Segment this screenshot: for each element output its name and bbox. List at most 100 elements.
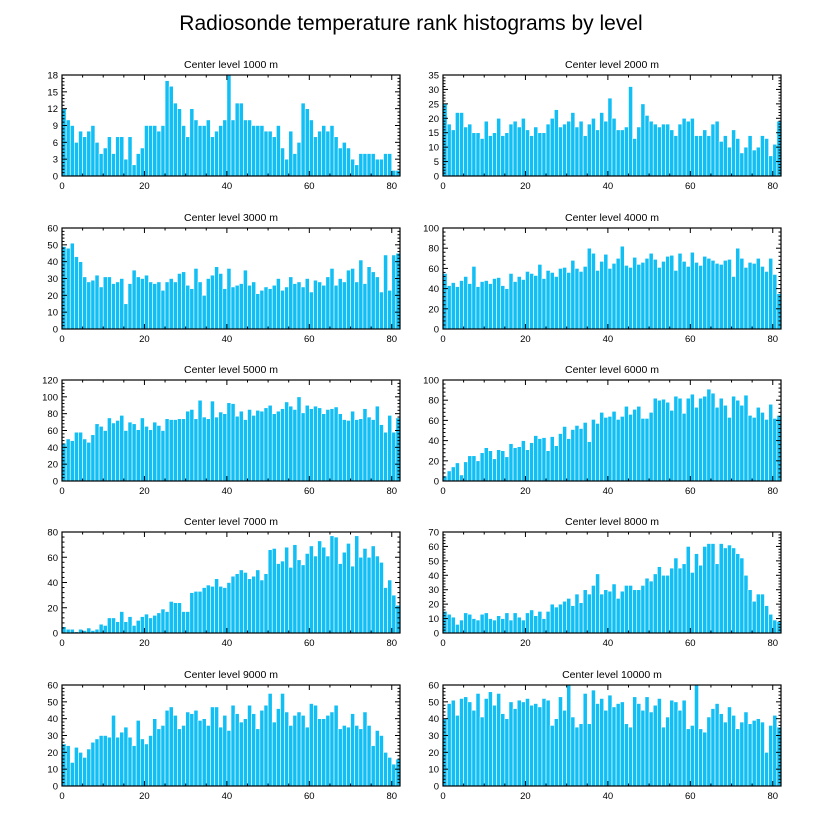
y-tick-label: 60	[428, 416, 439, 427]
histogram-bar	[743, 146, 749, 177]
x-tick-label: 20	[139, 486, 150, 497]
histogram-bar	[218, 585, 224, 634]
histogram-bar	[636, 126, 642, 177]
panel-3: Center level 3000 m 0 20 40 60 80 0 10 20 30 40 50 6…	[47, 212, 401, 345]
y-tick-label: 35	[428, 71, 439, 82]
histogram-bar	[582, 135, 588, 177]
histogram-bar	[152, 615, 158, 634]
histogram-bar	[755, 257, 761, 330]
histogram-bar	[156, 130, 162, 177]
histogram-bar	[591, 252, 596, 330]
histogram-bar	[595, 703, 600, 787]
histogram-bar	[673, 135, 679, 177]
histogram-bar	[193, 268, 199, 330]
y-tick-label: 50	[47, 240, 58, 251]
histogram-bar	[168, 601, 174, 634]
histogram-bar	[628, 585, 633, 634]
histogram-bar	[549, 117, 555, 177]
histogram-bar	[586, 123, 592, 177]
y-tick-label: 18	[47, 71, 58, 82]
histogram-bar	[450, 282, 456, 330]
histogram-bar	[135, 720, 141, 787]
histogram-bar	[259, 289, 265, 330]
histogram-bar	[296, 396, 302, 482]
histogram-bar	[321, 284, 327, 330]
y-tick-label: 100	[423, 224, 439, 235]
histogram-bar	[222, 587, 228, 634]
histogram-bar	[337, 563, 343, 634]
histogram-bar	[90, 279, 96, 330]
histogram-bar	[193, 418, 199, 482]
y-tick-label: 80	[47, 409, 58, 420]
histogram-bar	[698, 135, 703, 177]
histogram-bar	[205, 278, 211, 330]
histogram-bar	[764, 752, 769, 787]
panel-8: Center level 8000 m 0 20 40 60 80 0 10 20 30 40 50 6…	[428, 516, 782, 649]
histogram-bar	[181, 418, 186, 482]
histogram-bar	[102, 276, 108, 330]
histogram-bar	[657, 126, 662, 177]
histogram-bar	[346, 420, 351, 482]
histogram-bar	[603, 589, 609, 634]
panel-title: Center level 9000 m	[184, 669, 278, 681]
panels: Center level 1000 m0 20 40 60 800369121518Ce…	[42, 59, 782, 802]
histogram-bar	[463, 461, 469, 482]
x-tick-label: 0	[59, 486, 64, 497]
histogram-bar	[292, 714, 298, 787]
histogram-bar	[168, 85, 174, 177]
histogram-bar	[760, 593, 765, 634]
histogram-bar	[234, 415, 240, 482]
histogram-bar	[471, 266, 477, 330]
histogram-bar	[61, 246, 67, 330]
histogram-bar	[488, 450, 493, 482]
histogram-bar	[366, 416, 372, 482]
x-tick-label: 20	[139, 334, 150, 345]
histogram-bar	[739, 152, 745, 177]
x-tick-label: 20	[520, 791, 531, 802]
histogram-bar	[611, 583, 617, 634]
x-tick-label: 0	[59, 638, 64, 649]
histogram-bar	[259, 709, 265, 787]
histogram-bar	[690, 725, 695, 787]
histogram-bar	[168, 419, 174, 482]
histogram-bar	[247, 409, 252, 482]
histogram-bar	[562, 709, 567, 787]
histogram-bar	[366, 153, 372, 177]
y-tick-label: 5	[434, 157, 439, 168]
histogram-bar	[500, 135, 506, 177]
histogram-bar	[333, 406, 339, 482]
y-tick-label: 80	[47, 528, 58, 539]
x-tick-label: 0	[440, 791, 445, 802]
histogram-bar	[504, 718, 510, 787]
histogram-bar	[475, 286, 481, 330]
histogram-bar	[135, 429, 141, 482]
histogram-bar	[193, 591, 199, 634]
histogram-bar	[358, 153, 364, 177]
y-tick-label: 40	[428, 571, 439, 582]
histogram-bar	[669, 567, 675, 634]
histogram-bar	[90, 434, 96, 482]
histogram-bar	[500, 285, 506, 330]
histogram-bar	[619, 129, 625, 177]
histogram-bar	[123, 621, 129, 634]
histogram-bar	[652, 704, 658, 787]
histogram-bar	[735, 728, 741, 787]
histogram-bar	[570, 716, 576, 787]
histogram-bar	[69, 440, 75, 482]
histogram-bar	[284, 401, 290, 482]
histogram-bar	[309, 291, 314, 330]
histogram-bar	[681, 261, 687, 330]
histogram-bar	[337, 278, 343, 330]
histogram-bar	[259, 579, 265, 634]
panel-9: Center level 9000 m 0 20 40 60 80 0 10 20 30 40 50 6…	[47, 669, 401, 802]
histogram-bar	[296, 559, 302, 634]
histogram-bar	[391, 594, 397, 634]
histogram-bar	[694, 135, 699, 177]
y-tick-label: 0	[434, 782, 439, 793]
histogram-bar	[570, 429, 576, 482]
histogram-bar	[193, 709, 199, 787]
histogram-bar	[350, 268, 355, 330]
histogram-bar	[739, 557, 745, 634]
histogram-bar	[329, 711, 335, 787]
histogram-bar	[119, 611, 125, 634]
